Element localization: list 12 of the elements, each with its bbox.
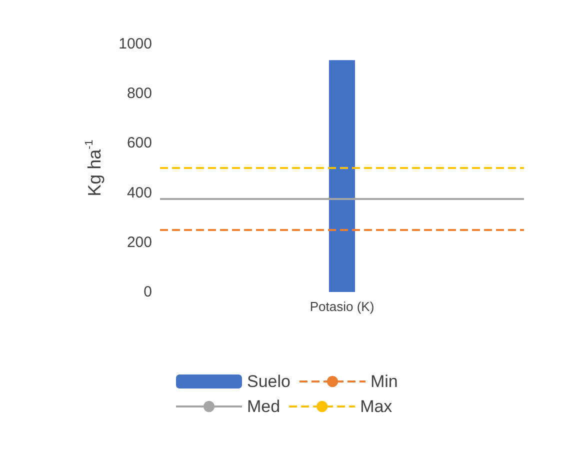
y-tick-label: 400	[126, 184, 152, 202]
legend-label: Suelo	[247, 372, 290, 391]
y-tick-label: 800	[126, 85, 152, 102]
legend-label: Med	[247, 397, 280, 416]
y-tick-label: 600	[126, 134, 152, 152]
x-tick-label: Potasio (K)	[310, 299, 374, 314]
legend-label: Max	[360, 397, 393, 416]
y-tick-label: 0	[144, 284, 152, 300]
y-tick-label: 200	[126, 234, 152, 251]
y-tick-label: 1000	[118, 36, 152, 52]
legend-label: Min	[370, 372, 398, 391]
y-axis-title: Kg ha-1	[84, 140, 104, 196]
